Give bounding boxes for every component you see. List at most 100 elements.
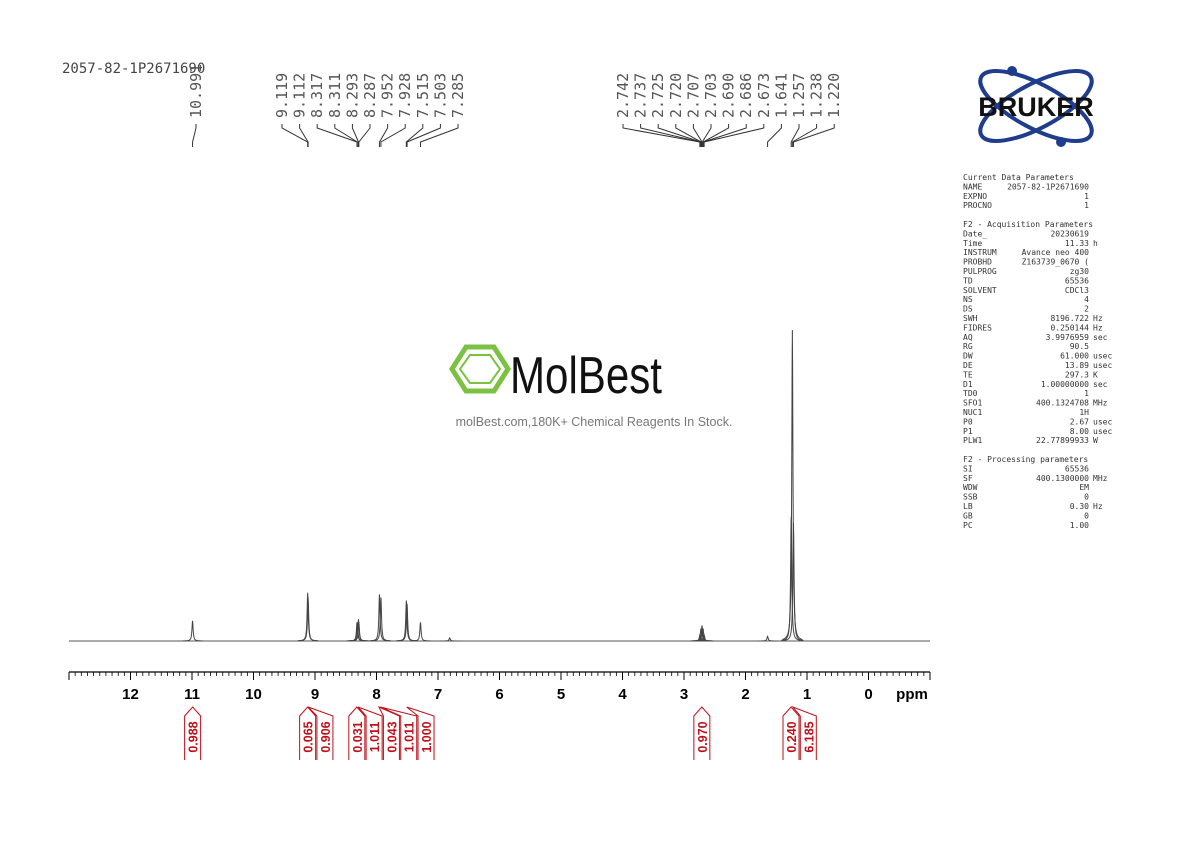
peak-label: 8.311 xyxy=(326,73,344,118)
parameter-key: Time xyxy=(963,239,982,248)
parameter-value: 8196.722 xyxy=(1050,314,1089,323)
peak-label: 1.238 xyxy=(808,73,826,118)
peak-label: 7.285 xyxy=(449,73,467,118)
peak-label-leader xyxy=(378,124,389,147)
peak-label: 2.703 xyxy=(702,73,720,118)
peak xyxy=(348,622,369,642)
parameter-section-title: F2 - Processing parameters xyxy=(963,455,1088,464)
integral-value: 0.240 xyxy=(785,721,799,752)
peak-label-leader xyxy=(640,124,701,147)
peak-label-leader xyxy=(380,124,406,147)
parameter-key: D1 xyxy=(963,380,973,389)
parameter-value: 0 xyxy=(1084,493,1089,502)
peak-label-leader xyxy=(299,124,309,147)
peak-label: 2.673 xyxy=(755,73,773,118)
parameter-value: Avance neo 400 xyxy=(1022,248,1090,257)
peak-label-leader xyxy=(701,124,712,147)
parameter-key: PROBHD xyxy=(963,258,992,267)
peak-label: 9.119 xyxy=(273,73,291,118)
parameter-key: PC xyxy=(963,521,973,530)
parameter-unit: Hz xyxy=(1093,314,1103,323)
parameter-key: P0 xyxy=(963,417,973,426)
integral-value: 0.970 xyxy=(696,721,710,752)
parameter-value: 13.89 xyxy=(1065,361,1089,370)
integral-bracket xyxy=(307,706,334,760)
parameter-value: 297.3 xyxy=(1065,370,1089,379)
watermark-hexagon xyxy=(458,354,502,384)
parameter-value: 8.00 xyxy=(1070,427,1089,436)
parameter-key: RG xyxy=(963,342,973,351)
peak-label: 2.737 xyxy=(632,73,650,118)
parameter-value: 1 xyxy=(1084,201,1089,210)
parameter-value: EM xyxy=(1079,483,1089,492)
logo-dot xyxy=(1007,66,1017,76)
peak-label-leader xyxy=(702,124,747,147)
x-tick-label: 12 xyxy=(122,686,139,703)
x-tick-label: 4 xyxy=(618,686,627,703)
integral-bracket xyxy=(782,706,800,760)
parameter-value: 20230619 xyxy=(1050,229,1089,238)
parameter-unit: usec xyxy=(1093,427,1112,436)
parameter-key: NUC1 xyxy=(963,408,982,417)
peak-label: 7.952 xyxy=(379,73,397,118)
parameter-key: PULPROG xyxy=(963,267,997,276)
peak-label: 10.991 xyxy=(187,64,205,118)
parameter-key: SSB xyxy=(963,493,978,502)
logo-dot xyxy=(1056,137,1066,147)
peak-label: 1.641 xyxy=(772,73,790,118)
logo-text: BRUKER xyxy=(978,92,1094,122)
parameter-value: 1.00000000 xyxy=(1041,380,1089,389)
peak xyxy=(439,637,460,642)
peak xyxy=(298,597,319,642)
peak-label-leader xyxy=(358,124,371,147)
parameter-section-title: F2 - Acquisition Parameters xyxy=(963,220,1093,229)
peak-label: 8.287 xyxy=(361,73,379,118)
integral-value: 0.906 xyxy=(319,721,333,752)
parameter-key: DE xyxy=(963,361,973,370)
parameter-key: EXPNO xyxy=(963,192,987,201)
parameter-value: 0.30 xyxy=(1070,502,1089,511)
peak-label: 7.515 xyxy=(414,73,432,118)
parameter-value: Z163739_0670 ( xyxy=(1022,258,1089,267)
parameter-value: zg30 xyxy=(1070,267,1089,276)
peak-label-leader xyxy=(316,124,358,147)
parameter-unit: W xyxy=(1093,436,1098,445)
x-tick-label: 8 xyxy=(372,686,380,703)
watermark-tagline: molBest.com,180K+ Chemical Reagents In S… xyxy=(456,415,733,429)
parameter-value: 65536 xyxy=(1065,464,1089,473)
peak-label: 8.317 xyxy=(308,73,326,118)
parameter-key: SOLVENT xyxy=(963,286,997,295)
peak xyxy=(694,633,715,642)
parameter-value: 400.1300000 xyxy=(1036,474,1089,483)
peak-label: 1.257 xyxy=(790,73,808,118)
peak-label-leader xyxy=(622,124,701,147)
integral-value: 6.185 xyxy=(802,721,816,752)
parameter-unit: h xyxy=(1093,239,1098,248)
parameter-value: 2057-82-1P2671690 xyxy=(1007,182,1089,191)
parameter-key: TD xyxy=(963,276,973,285)
integral-value: 1.011 xyxy=(368,722,382,753)
integral-bracket xyxy=(406,706,435,760)
peak-label-leader xyxy=(419,124,459,147)
parameter-unit: sec xyxy=(1093,380,1108,389)
integral-bracket xyxy=(348,706,366,760)
peak-label: 1.220 xyxy=(825,73,843,118)
parameter-key: SWH xyxy=(963,314,978,323)
parameter-key: SF xyxy=(963,474,973,483)
peak xyxy=(410,622,431,642)
x-tick-label: 1 xyxy=(803,686,811,703)
integral-value: 0.988 xyxy=(187,721,201,752)
parameter-key: WDW xyxy=(963,483,978,492)
peak-label: 2.720 xyxy=(667,73,685,118)
integral-bracket xyxy=(791,705,817,760)
parameter-value: 61.000 xyxy=(1060,352,1089,361)
parameter-value: 1 xyxy=(1084,389,1089,398)
peak-label: 2.707 xyxy=(684,73,702,118)
parameter-value: 65536 xyxy=(1065,276,1089,285)
peak-label-leader xyxy=(792,124,835,147)
x-tick-label: 7 xyxy=(434,686,442,703)
peak-label-leader xyxy=(703,124,765,147)
integral-bracket xyxy=(377,705,400,760)
watermark-hexagon xyxy=(449,344,511,394)
parameter-value: 3.9976959 xyxy=(1046,333,1090,342)
